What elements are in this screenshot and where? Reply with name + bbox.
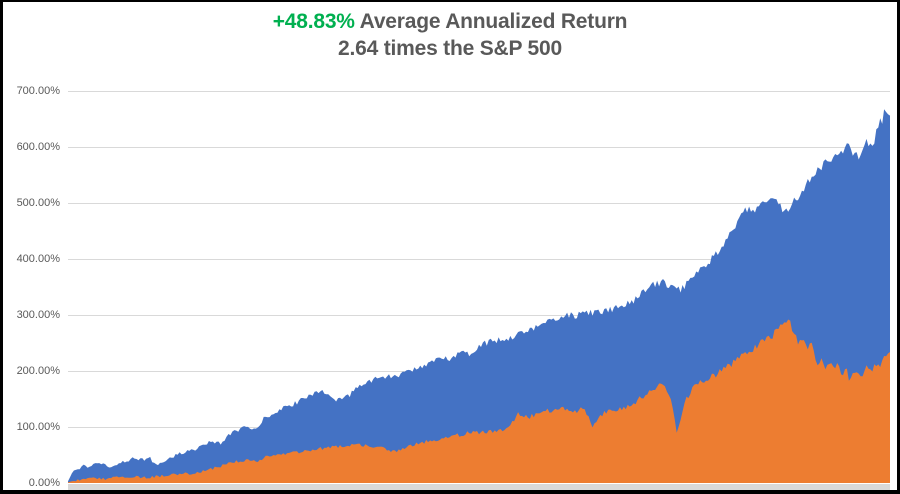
title-line1-text: Average Annualized Return: [354, 10, 628, 33]
x-axis-strip: [68, 484, 890, 490]
title-line-1: +48.83% Average Annualized Return: [3, 8, 897, 35]
gridline-300: [68, 315, 890, 316]
gridline-500: [68, 203, 890, 204]
plot-area: [68, 91, 890, 483]
title-line-2: 2.64 times the S&P 500: [337, 37, 562, 60]
title-return-highlight: +48.83%: [272, 10, 355, 33]
gridline-700: [68, 91, 890, 92]
gridline-400: [68, 259, 890, 260]
gridline-600: [68, 147, 890, 148]
y-axis-label: 700.00%: [16, 85, 60, 97]
area-series-orange-sp500-cumulative-return: [68, 319, 890, 483]
y-axis-label: 400.00%: [16, 253, 60, 265]
y-axis-label: 200.00%: [16, 365, 60, 377]
y-axis-label: 0.00%: [28, 477, 60, 489]
area-chart: [68, 109, 890, 483]
y-axis-label: 500.00%: [16, 197, 60, 209]
chart-title: +48.83% Average Annualized Return 2.64 t…: [3, 8, 897, 62]
y-axis-label: 300.00%: [16, 309, 60, 321]
y-axis-label: 600.00%: [16, 141, 60, 153]
y-axis-label: 100.00%: [16, 421, 60, 433]
area-series-blue-cumulative-return: [68, 109, 890, 483]
